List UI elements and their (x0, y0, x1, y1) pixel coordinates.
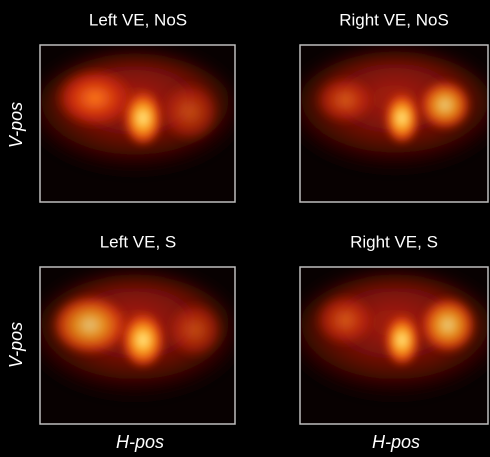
panel-title: Right VE, NoS (339, 10, 449, 29)
heatmap (295, 267, 490, 424)
x-axis-label: H-pos (372, 432, 420, 452)
y-axis-label: V-pos (6, 102, 26, 148)
panel-title: Left VE, S (100, 232, 177, 251)
panel-title: Right VE, S (350, 232, 438, 251)
page: Left VE, NoS Right VE, NoS Left VE, S Ri… (0, 0, 490, 457)
x-axis-label: H-pos (116, 432, 164, 452)
panel-title: Left VE, NoS (89, 10, 187, 29)
heatmap (35, 45, 235, 202)
heatmap (295, 45, 490, 202)
y-axis-label: V-pos (6, 322, 26, 368)
figure: Left VE, NoS Right VE, NoS Left VE, S Ri… (0, 0, 490, 457)
heatmap (35, 267, 235, 424)
